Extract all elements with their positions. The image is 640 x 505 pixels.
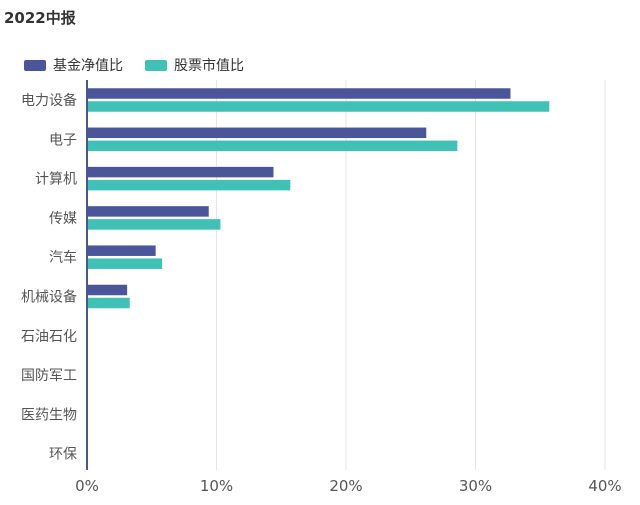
category-label-5: 汽车 xyxy=(49,249,77,266)
legend-label-series-2: 股票市值比 xyxy=(174,58,244,74)
bar-1-4 xyxy=(87,206,209,217)
category-label-7: 石油石化 xyxy=(21,329,77,345)
bar-1-6 xyxy=(87,284,128,296)
category-label-6: 机械设备 xyxy=(21,289,77,306)
legend-item-series-2[interactable]: 股票市值比 xyxy=(145,55,244,75)
legend-item-series-1[interactable]: 基金净值比 xyxy=(24,55,123,75)
legend-label-series-1: 基金净值比 xyxy=(53,58,123,74)
category-label-9: 医药生物 xyxy=(21,407,77,423)
bar-1-5 xyxy=(87,245,156,256)
bar-2-2 xyxy=(87,140,458,152)
bar-1-2 xyxy=(87,127,427,139)
bar-2-6 xyxy=(87,297,130,309)
bar-2-1 xyxy=(87,101,550,112)
x-tick-label-2: 20% xyxy=(329,477,362,495)
legend-swatch-series-2 xyxy=(145,59,167,71)
bar-2-4 xyxy=(87,219,221,230)
legend-swatch-series-1 xyxy=(24,59,46,71)
category-label-1: 电力设备 xyxy=(21,92,77,109)
bar-1-1 xyxy=(87,88,511,99)
x-tick-label-0: 0% xyxy=(75,477,99,495)
x-tick-label-4: 40% xyxy=(588,477,621,495)
category-label-8: 国防军工 xyxy=(21,368,77,384)
legend: 基金净值比 股票市值比 xyxy=(24,55,266,75)
category-label-10: 环保 xyxy=(49,447,77,463)
bar-1-3 xyxy=(87,166,274,178)
x-tick-label-1: 10% xyxy=(200,477,233,495)
bar-2-5 xyxy=(87,258,163,269)
category-label-2: 电子 xyxy=(49,132,77,148)
category-label-4: 传媒 xyxy=(49,211,77,227)
bar-2-3 xyxy=(87,179,291,191)
chart-title: 2022中报 xyxy=(4,9,76,27)
category-label-3: 计算机 xyxy=(35,172,77,188)
x-tick-label-3: 30% xyxy=(459,477,492,495)
